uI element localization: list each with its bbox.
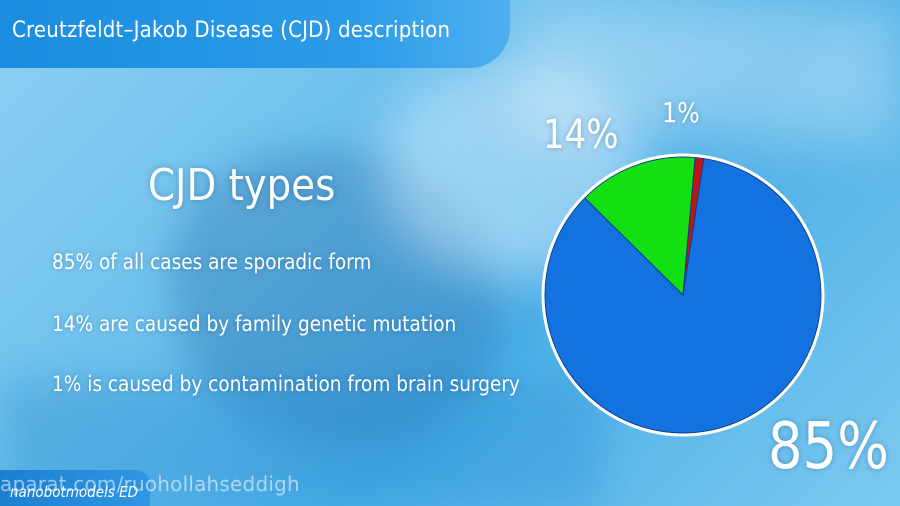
bullet-contamination: 1% is caused by contamination from brain… — [52, 372, 520, 396]
pie-label-14: 14% — [543, 112, 619, 158]
footer-brand: nanobotmodels ED — [10, 483, 139, 501]
pie-outline — [541, 153, 825, 437]
footer-bar — [0, 470, 150, 506]
watermark-text: aparat.com/ruohollahseddigh — [0, 472, 300, 496]
page-title: Creutzfeldt–Jakob Disease (CJD) descript… — [12, 18, 451, 43]
background-figure-blur — [170, 150, 500, 450]
pie-chart — [540, 152, 826, 438]
background-top-blur — [520, 0, 900, 140]
pie-chart-svg — [541, 153, 825, 437]
pie-slice-genetic — [584, 156, 696, 297]
pie-label-85: 85% — [768, 410, 889, 484]
title-bar: Creutzfeldt–Jakob Disease (CJD) descript… — [0, 0, 510, 68]
section-heading: CJD types — [148, 160, 336, 211]
bullet-sporadic: 85% of all cases are sporadic form — [52, 250, 372, 274]
pie-label-1: 1% — [662, 96, 700, 129]
bullet-genetic: 14% are caused by family genetic mutatio… — [52, 312, 457, 336]
pie-slice-contamination — [682, 156, 705, 296]
